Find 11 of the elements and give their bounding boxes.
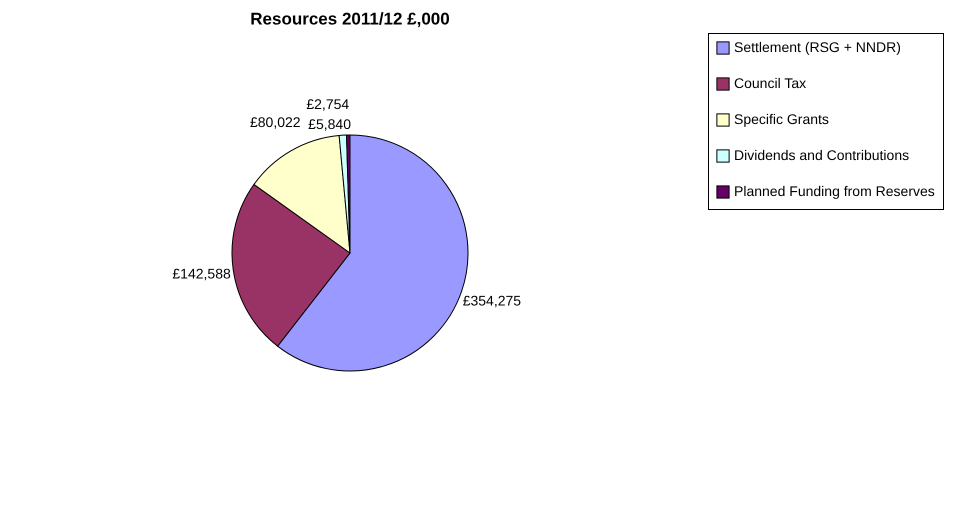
legend-label: Council Tax bbox=[734, 75, 806, 91]
data-label: £5,840 bbox=[308, 116, 352, 132]
data-label: £2,754 bbox=[306, 96, 350, 112]
legend-label: Planned Funding from Reserves bbox=[734, 183, 935, 199]
data-label: £80,022 bbox=[250, 114, 301, 130]
legend-label: Specific Grants bbox=[734, 111, 829, 127]
legend-label: Dividends and Contributions bbox=[734, 147, 910, 163]
chart-title: Resources 2011/12 £,000 bbox=[250, 10, 450, 28]
legend-label: Settlement (RSG + NNDR) bbox=[734, 39, 901, 55]
data-label: £354,275 bbox=[462, 292, 522, 309]
data-label: £142,588 bbox=[172, 266, 231, 282]
